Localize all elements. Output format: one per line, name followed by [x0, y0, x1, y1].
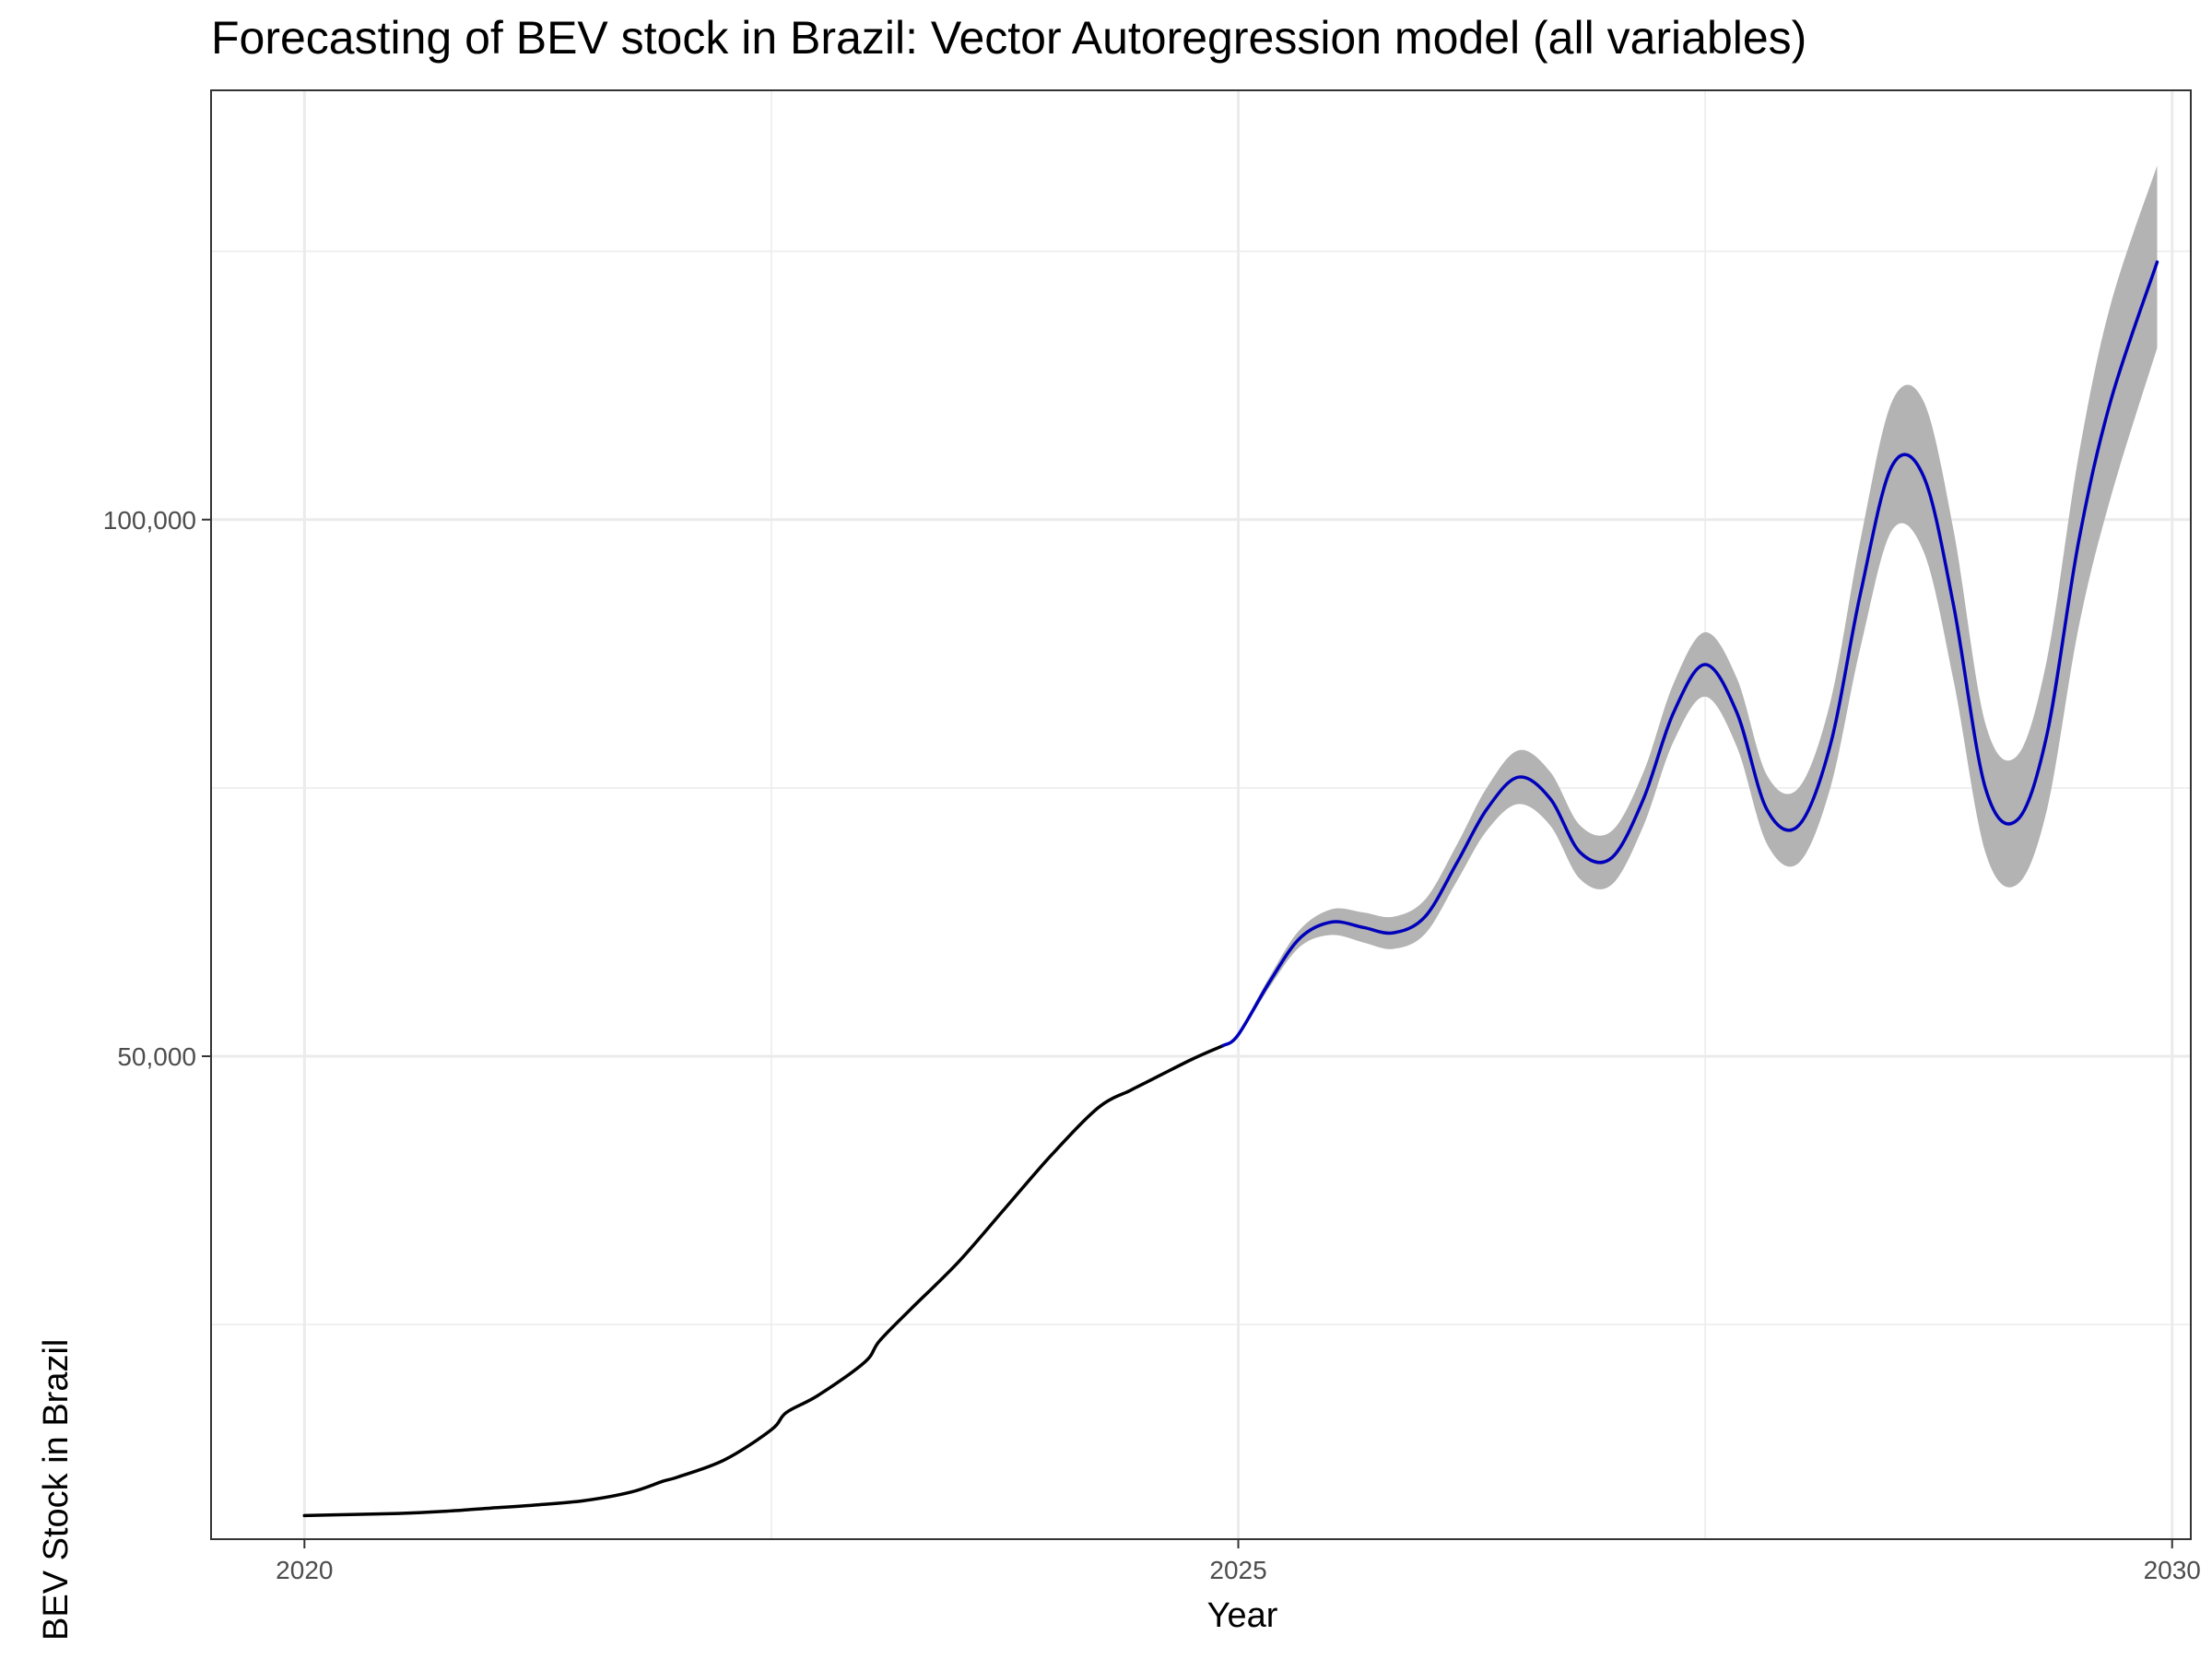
y-tick-label: 50,000 [117, 1042, 196, 1071]
x-tick-label: 2020 [276, 1556, 333, 1584]
x-tick-label: 2030 [2144, 1556, 2201, 1584]
axis-layer: 2020 2025 2030 50,000 100,000 [103, 506, 2201, 1584]
chart-title: Forecasting of BEV stock in Brazil: Vect… [211, 12, 1807, 64]
y-tick-label: 100,000 [103, 506, 196, 535]
x-tick-label: 2025 [1209, 1556, 1266, 1584]
series-layer [302, 260, 2159, 1518]
forecast-series-line [1221, 260, 2159, 1048]
x-axis-label: Year [0, 1596, 2212, 1636]
panel-border [210, 89, 2192, 1540]
interval-layer [1223, 165, 2158, 1046]
grid-layer [211, 90, 2191, 1539]
observed-series-line [302, 1043, 1226, 1518]
prediction-interval-band [1223, 165, 2158, 1046]
x-axis-label-text: Year [1206, 1596, 1278, 1635]
